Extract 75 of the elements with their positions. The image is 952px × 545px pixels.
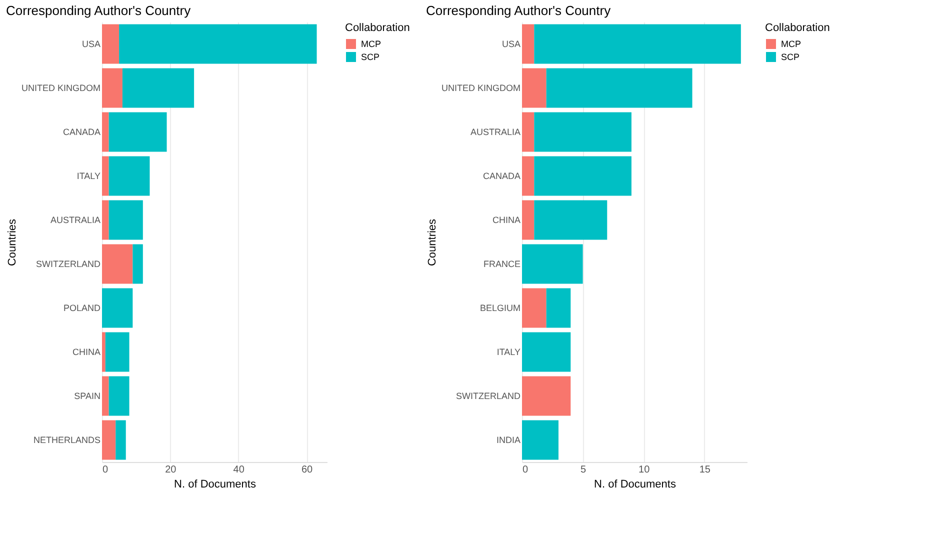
y-tick-label: FRANCE (483, 259, 520, 269)
bar (522, 156, 534, 196)
chart-title: Corresponding Author's Country (6, 3, 192, 18)
y-tick-label: ITALY (496, 347, 520, 357)
y-tick-label: AUSTRALIA (470, 127, 520, 137)
x-axis-title: N. of Documents (594, 478, 676, 490)
bar (108, 112, 167, 152)
bar (102, 24, 120, 64)
bar (102, 288, 133, 328)
bar (108, 376, 130, 416)
bar (534, 200, 608, 240)
y-tick-label: NETHERLANDS (33, 435, 100, 445)
bar (102, 420, 116, 460)
y-axis-title: Countries (6, 218, 18, 266)
bar (108, 200, 143, 240)
x-tick-label: 40 (233, 464, 245, 476)
bar (546, 288, 571, 328)
x-tick-label: 5 (580, 464, 587, 476)
y-tick-label: SWITZERLAND (456, 391, 521, 401)
bar (102, 156, 109, 196)
y-tick-label: ITALY (76, 171, 100, 181)
y-tick-label: POLAND (63, 303, 101, 313)
bar (108, 156, 150, 196)
y-tick-label: BELGIUM (480, 303, 520, 313)
bar (522, 376, 571, 416)
bar (522, 200, 534, 240)
y-tick-label: AUSTRALIA (50, 215, 100, 225)
bar (522, 420, 558, 460)
x-tick-label: 0 (102, 464, 108, 476)
legend-title: Collaboration (345, 22, 410, 34)
y-tick-label: SPAIN (74, 391, 100, 401)
bar (522, 244, 583, 284)
y-tick-label: CHINA (492, 215, 520, 225)
x-tick-label: 60 (301, 464, 314, 476)
legend-label: MCP (781, 39, 801, 49)
y-tick-label: UNITED KINGDOM (21, 83, 100, 93)
y-tick-label: INDIA (496, 435, 520, 445)
y-tick-label: CANADA (62, 127, 100, 137)
bar (522, 332, 571, 372)
bar (522, 68, 546, 108)
y-tick-label: USA (82, 39, 100, 49)
bar (534, 24, 741, 64)
y-tick-label: SWITZERLAND (36, 259, 101, 269)
legend-label: SCP (361, 52, 380, 62)
x-tick-label: 0 (522, 464, 528, 476)
bar (102, 68, 122, 108)
chart-title: Corresponding Author's Country (426, 3, 612, 18)
bar (534, 112, 632, 152)
bar (534, 156, 632, 196)
x-tick-label: 15 (699, 464, 711, 476)
bar (102, 244, 133, 284)
bar (102, 332, 106, 372)
legend-title: Collaboration (765, 22, 830, 34)
y-axis-title: Countries (426, 218, 438, 266)
x-tick-label: 10 (638, 464, 650, 476)
bar (102, 200, 109, 240)
bar (132, 244, 143, 284)
bar (102, 112, 109, 152)
y-tick-label: USA (502, 39, 520, 49)
legend-label: MCP (361, 39, 381, 49)
x-axis-title: N. of Documents (174, 478, 256, 490)
bar (116, 420, 126, 460)
x-tick-label: 20 (165, 464, 177, 476)
bar (522, 112, 534, 152)
bar (119, 24, 317, 64)
bar (546, 68, 692, 108)
legend-label: SCP (781, 52, 800, 62)
y-tick-label: CHINA (72, 347, 100, 357)
y-tick-label: CANADA (482, 171, 520, 181)
bar (522, 24, 534, 64)
bar (105, 332, 130, 372)
bar (102, 376, 109, 416)
y-tick-label: UNITED KINGDOM (441, 83, 520, 93)
bar (522, 288, 546, 328)
bar (122, 68, 194, 108)
